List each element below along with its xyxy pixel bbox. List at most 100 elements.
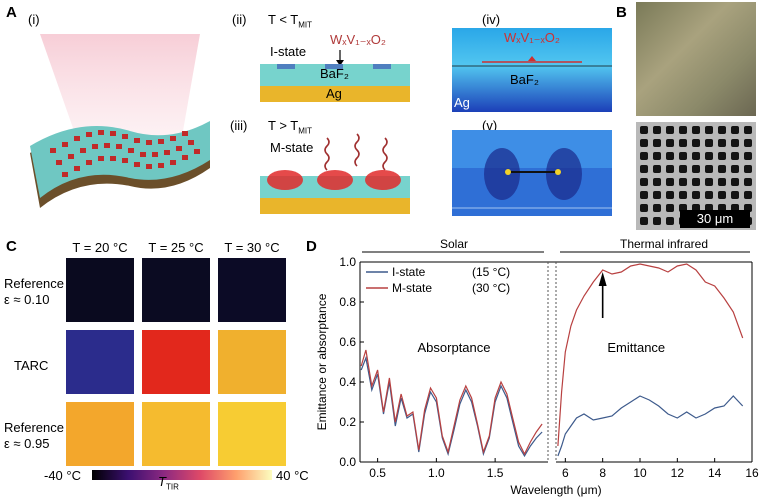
temp-30: T = 30 °C <box>224 240 280 255</box>
sem-hole <box>692 139 700 147</box>
iv-formula: WₓV₁₋ₓO₂ <box>504 30 560 45</box>
panel-b-letter: B <box>616 4 627 21</box>
iii-condition: T > TMIT <box>268 118 313 136</box>
y-tick-label: 0.0 <box>339 455 356 469</box>
sem-hole <box>731 139 739 147</box>
legend-condition: (30 °C) <box>472 281 510 295</box>
scale-bar-box <box>680 210 750 228</box>
sem-hole <box>744 165 752 173</box>
sem-hole <box>666 126 674 134</box>
metasurface-illustration <box>30 34 210 208</box>
sem-hole <box>705 178 713 186</box>
sem-hole <box>640 152 648 160</box>
panel-a-iv-label: (iv) <box>482 12 501 27</box>
m-state-stack <box>260 133 410 214</box>
solar-label: Solar <box>440 237 468 251</box>
thermal-tile <box>66 402 134 466</box>
y-tick-label: 0.2 <box>339 415 356 429</box>
colorbar-label: TTIR <box>158 474 179 492</box>
sem-hole <box>718 126 726 134</box>
sem-hole <box>653 139 661 147</box>
y-tick-label: 1.0 <box>339 255 356 269</box>
sem-hole <box>718 152 726 160</box>
sem-hole <box>640 178 648 186</box>
sem-hole <box>718 178 726 186</box>
sem-hole <box>666 217 674 225</box>
sem-hole <box>679 139 687 147</box>
sem-hole <box>692 178 700 186</box>
sem-hole <box>666 165 674 173</box>
sem-hole <box>705 191 713 199</box>
sem-hole <box>653 152 661 160</box>
sem-hole <box>744 152 752 160</box>
i-state-stack <box>260 50 410 102</box>
emittance-label: Emittance <box>607 340 665 355</box>
x-tick-label: 1.0 <box>428 466 445 480</box>
sem-hole <box>679 126 687 134</box>
sem-hole <box>731 165 739 173</box>
sem-hole <box>718 165 726 173</box>
spectra-chart: Solar Thermal infrared 0.0 0.2 0.4 0.6 0.8 1.0 0… <box>315 237 759 497</box>
series-line-istate-right <box>557 395 744 457</box>
temp-20: T = 20 °C <box>72 240 128 255</box>
sem-hole <box>705 126 713 134</box>
thermal-tile <box>142 330 210 394</box>
baf2-layer <box>260 64 410 86</box>
sem-hole <box>718 191 726 199</box>
colorbar <box>92 470 272 480</box>
temp-25: T = 25 °C <box>148 240 204 255</box>
row1-label1: Reference <box>4 276 64 291</box>
sem-hole <box>666 191 674 199</box>
vo2-squares <box>50 130 200 177</box>
panel-a-letter: A <box>6 4 17 21</box>
sem-hole <box>744 191 752 199</box>
x-tick-label: 10 <box>633 466 647 480</box>
x-tick-label: 0.5 <box>369 466 386 480</box>
x-tick-label: 16 <box>745 466 759 480</box>
sem-hole <box>653 178 661 186</box>
sem-hole <box>679 191 687 199</box>
series-line-mstate-right <box>557 263 744 447</box>
field-map-v <box>452 130 612 216</box>
sem-hole <box>718 139 726 147</box>
y-axis-label: Emittance or absorptance <box>315 293 329 430</box>
thermal-label: Thermal infrared <box>620 237 708 251</box>
x-tick-label: 14 <box>708 466 722 480</box>
legend-name: M-state <box>392 281 432 295</box>
thermal-tile <box>142 258 210 322</box>
iv-baf2-label: BaF₂ <box>510 72 539 87</box>
sem-hole <box>692 191 700 199</box>
colorbar-max: 40 °C <box>276 468 309 483</box>
ii-ag-label: Ag <box>326 86 342 101</box>
x-tick-label: 8 <box>599 466 606 480</box>
panel-a-v-label: (v) <box>482 118 498 133</box>
thermal-tile <box>66 258 134 322</box>
thermal-tile <box>142 402 210 466</box>
sem-hole <box>640 165 648 173</box>
sem-hole <box>744 178 752 186</box>
row1-label2: ε ≈ 0.10 <box>4 292 50 307</box>
legend-condition: (15 °C) <box>472 265 510 279</box>
sem-hole <box>731 126 739 134</box>
absorptance-label: Absorptance <box>418 340 491 355</box>
row3-label1: Reference <box>4 420 64 435</box>
row2-label1: TARC <box>14 358 49 373</box>
sem-hole <box>666 204 674 212</box>
ii-baf2-label: BaF₂ <box>320 66 349 81</box>
sem-hole <box>666 152 674 160</box>
panel-a-i-label: (i) <box>28 12 40 27</box>
y-tick-label: 0.4 <box>339 375 356 389</box>
row3-label2: ε ≈ 0.95 <box>4 436 50 451</box>
panel-d-letter: D <box>306 238 317 255</box>
emittance-arrowhead <box>598 272 607 286</box>
sem-hole <box>692 152 700 160</box>
panel-a-iii-label: (iii) <box>230 118 248 133</box>
sem-hole <box>692 126 700 134</box>
iii-state: M-state <box>270 140 314 155</box>
sem-hole <box>744 139 752 147</box>
sem-hole <box>679 152 687 160</box>
sem-hole <box>679 165 687 173</box>
panel-c-letter: C <box>6 238 17 255</box>
field-map-iv <box>452 28 612 112</box>
